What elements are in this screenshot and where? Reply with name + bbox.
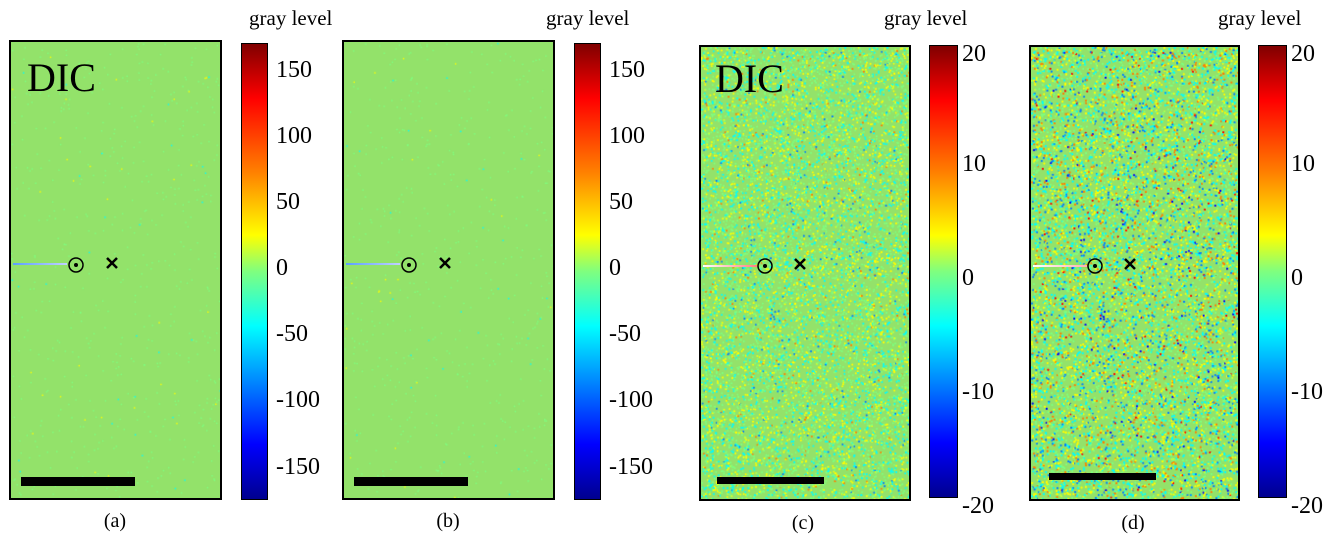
circled-dot-icon bbox=[401, 257, 417, 273]
cross-icon bbox=[794, 258, 806, 270]
tick-label: 20 bbox=[962, 41, 986, 67]
tick-label: 20 bbox=[1291, 41, 1315, 67]
colorbar bbox=[574, 43, 601, 500]
noise-field bbox=[701, 47, 909, 499]
tick-label: 0 bbox=[962, 265, 974, 291]
scale-bar bbox=[1049, 473, 1156, 480]
tick-label: -20 bbox=[962, 493, 994, 519]
colorbar bbox=[929, 45, 958, 498]
tick-label: -10 bbox=[1291, 379, 1323, 405]
crack-line bbox=[346, 263, 400, 265]
colorbar bbox=[241, 43, 268, 500]
tick-label: -50 bbox=[609, 321, 641, 347]
noise-field bbox=[1031, 47, 1238, 499]
colorbar-title: gray level bbox=[546, 6, 630, 30]
tick-label: 0 bbox=[609, 255, 621, 281]
scale-bar bbox=[21, 477, 135, 486]
tick-label: 150 bbox=[276, 57, 312, 83]
cross-icon bbox=[1124, 258, 1136, 270]
crack-line bbox=[13, 263, 67, 265]
tick-label: -20 bbox=[1291, 493, 1323, 519]
noise-field bbox=[11, 42, 220, 498]
displacement-map bbox=[1029, 45, 1240, 501]
map-label: DIC bbox=[715, 56, 784, 101]
colorbar-title: gray level bbox=[249, 6, 333, 30]
tick-label: 0 bbox=[276, 255, 288, 281]
colorbar bbox=[1258, 45, 1287, 498]
crack-line bbox=[1033, 265, 1087, 267]
tick-label: -150 bbox=[276, 454, 320, 480]
cross-icon bbox=[106, 257, 118, 269]
tick-label: 50 bbox=[276, 189, 300, 215]
tick-label: 10 bbox=[1291, 151, 1315, 177]
panel-caption: (a) bbox=[103, 510, 127, 532]
panel-caption: (b) bbox=[436, 510, 460, 532]
cross-icon bbox=[439, 257, 451, 269]
circled-dot-icon bbox=[68, 257, 84, 273]
tick-label: 100 bbox=[609, 123, 645, 149]
tick-label: 0 bbox=[1291, 265, 1303, 291]
displacement-map: DIC bbox=[699, 45, 911, 501]
tick-label: 150 bbox=[609, 57, 645, 83]
crack-line bbox=[703, 265, 757, 267]
map-label: DIC bbox=[27, 55, 96, 100]
tick-label: -50 bbox=[276, 321, 308, 347]
noise-field bbox=[344, 42, 553, 498]
tick-label: 10 bbox=[962, 151, 986, 177]
tick-label: -100 bbox=[609, 387, 653, 413]
tick-label: -10 bbox=[962, 379, 994, 405]
circled-dot-icon bbox=[1087, 258, 1103, 274]
displacement-map: DIC bbox=[9, 40, 222, 500]
scale-bar bbox=[717, 477, 824, 484]
tick-label: 100 bbox=[276, 123, 312, 149]
tick-label: 50 bbox=[609, 189, 633, 215]
colorbar-title: gray level bbox=[884, 6, 968, 30]
scale-bar bbox=[354, 477, 468, 486]
circled-dot-icon bbox=[757, 258, 773, 274]
tick-label: -150 bbox=[609, 454, 653, 480]
panel-caption: (c) bbox=[791, 512, 815, 534]
displacement-map bbox=[342, 40, 555, 500]
colorbar-title: gray level bbox=[1218, 6, 1302, 30]
panel-caption: (d) bbox=[1121, 512, 1145, 534]
tick-label: -100 bbox=[276, 387, 320, 413]
